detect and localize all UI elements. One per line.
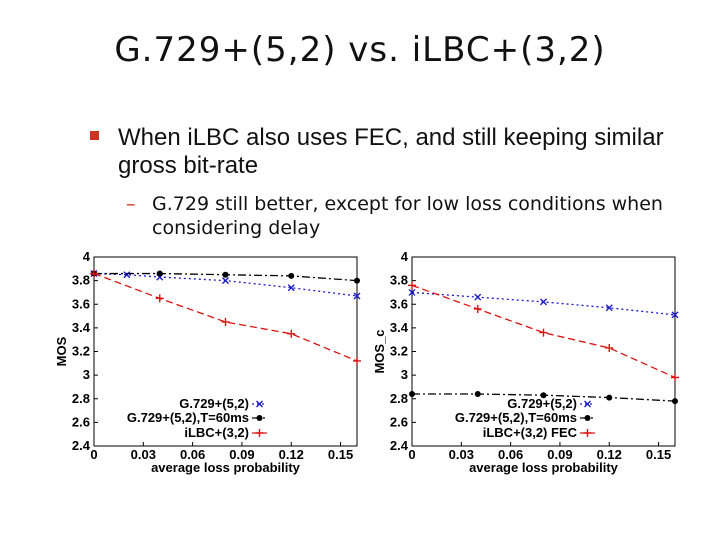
series-point <box>353 292 361 300</box>
y-tick-label: 3 <box>401 367 408 382</box>
y-tick-label: 2.8 <box>390 391 408 406</box>
legend-marker <box>583 429 592 437</box>
y-tick-label: 3.8 <box>72 273 90 288</box>
series-point <box>473 304 482 313</box>
legend-marker <box>256 415 263 421</box>
y-tick-label: 4 <box>401 249 409 264</box>
series-point <box>90 269 98 278</box>
legend-label: G.729+(5,2) <box>179 396 249 411</box>
y-tick-label: 3.4 <box>390 320 409 335</box>
chart-mos-c: 2.4 2.6 2.8 3 3.2 3.4 3.6 3.8 4 0 0.03 0.06 0.09 0.12… <box>372 249 679 475</box>
x-tick-label: 0 <box>408 447 415 462</box>
y-tick-label: 3 <box>83 367 90 382</box>
series-point <box>671 311 679 319</box>
x-tick-label: 0.15 <box>646 447 671 462</box>
legend-label: iLBC+(3,2) <box>184 425 249 440</box>
series-point <box>671 373 679 382</box>
series-line <box>93 272 358 362</box>
y-tick-label: 3.4 <box>72 320 91 335</box>
legend-label: G.729+(5,2),T=60ms <box>127 410 249 425</box>
bullet-text: When iLBC also uses FEC, and still keepi… <box>118 124 664 179</box>
y-tick-label: 3.2 <box>390 344 408 359</box>
legend-label: G.729+(5,2),T=60ms <box>455 410 577 425</box>
bullet-point: When iLBC also uses FEC, and still keepi… <box>90 124 690 180</box>
series-point <box>605 304 613 312</box>
series-point <box>222 271 229 278</box>
sub-bullet-text: G.729 still better, except for low loss … <box>152 193 663 239</box>
series-point <box>474 293 482 301</box>
y-tick-label: 3.8 <box>390 273 408 288</box>
legend-marker <box>256 400 263 408</box>
x-tick-label: 0.12 <box>597 447 622 462</box>
series-point <box>672 398 678 405</box>
legend-marker <box>584 415 591 421</box>
series-2 <box>409 391 678 405</box>
dash-icon: – <box>126 193 136 215</box>
series-point <box>287 284 295 292</box>
legend-marker <box>255 429 264 437</box>
series-point <box>287 329 296 338</box>
series-point <box>474 391 481 398</box>
series-point <box>221 317 230 326</box>
x-tick-label: 0.03 <box>449 447 474 462</box>
series-point <box>123 271 131 279</box>
series-1 <box>408 288 679 319</box>
series-point <box>354 277 360 284</box>
y-axis-label: MOS_c <box>372 329 387 373</box>
series-point <box>408 281 416 290</box>
x-tick-label: 0.06 <box>498 447 523 462</box>
y-axis-label: MOS <box>54 336 69 366</box>
series-point <box>155 294 164 303</box>
series-point <box>156 270 163 277</box>
series-point <box>353 356 361 365</box>
y-tick-label: 3.6 <box>72 296 90 311</box>
x-tick-label: 0.03 <box>131 447 156 462</box>
y-tick-label: 2.6 <box>72 414 90 429</box>
chart-mos: 2.4 2.6 2.8 3 3.2 3.4 3.6 3.8 4 0 0.03 0.06 0.09 0.12… <box>54 249 361 475</box>
x-tick-label: 0.12 <box>279 447 304 462</box>
x-tick-label: 0.15 <box>328 447 353 462</box>
legend-label: G.729+(5,2) <box>507 396 577 411</box>
slide-title: G.729+(5,2) vs. iLBC+(3,2) <box>114 30 606 70</box>
series-point <box>539 328 548 337</box>
series-point <box>222 277 229 285</box>
series-3 <box>408 281 679 382</box>
x-tick-label: 0 <box>90 447 97 462</box>
x-axis-label: average loss probability <box>469 460 619 475</box>
y-tick-label: 2.8 <box>72 391 90 406</box>
series-point <box>606 394 613 401</box>
series-point <box>408 288 416 296</box>
legend-marker <box>584 400 591 408</box>
series-point <box>409 391 415 398</box>
sub-bullet-point: – G.729 still better, except for low los… <box>126 192 686 240</box>
series-3 <box>90 269 361 365</box>
y-tick-label: 2.4 <box>72 438 91 453</box>
y-tick-label: 2.4 <box>390 438 409 453</box>
x-tick-label: 0.06 <box>180 447 205 462</box>
x-tick-label: 0.09 <box>229 447 254 462</box>
x-tick-label: 0.09 <box>547 447 572 462</box>
series-point <box>540 392 547 399</box>
legend-label: iLBC+(3,2) FEC <box>483 425 578 440</box>
series-line <box>411 284 676 379</box>
series-point <box>540 298 547 306</box>
series-line <box>411 291 676 316</box>
series-point <box>288 272 295 279</box>
y-tick-label: 4 <box>83 249 91 264</box>
y-tick-label: 2.6 <box>390 414 408 429</box>
y-tick-label: 3.2 <box>72 344 90 359</box>
x-axis-label: average loss probability <box>151 460 301 475</box>
series-point <box>605 343 614 352</box>
bullet-square-icon <box>90 131 99 140</box>
y-tick-label: 3.6 <box>390 296 408 311</box>
series-2 <box>91 270 360 284</box>
